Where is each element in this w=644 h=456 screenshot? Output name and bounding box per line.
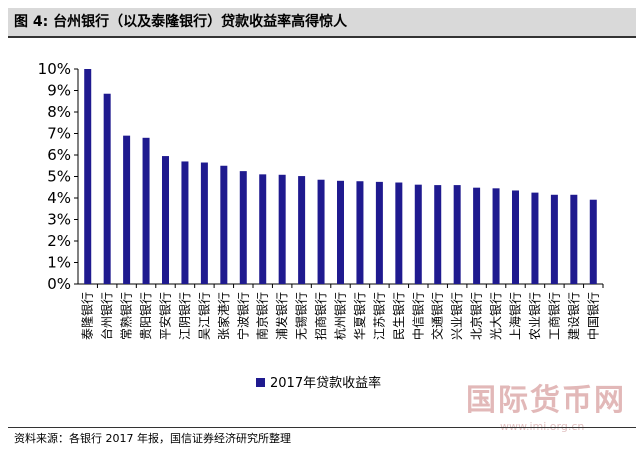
bar <box>317 179 325 284</box>
y-tick-label: 0% <box>47 275 71 293</box>
x-tick-label: 建设银行 <box>567 292 581 340</box>
legend-swatch <box>256 378 265 387</box>
bar <box>84 69 92 284</box>
y-tick-label: 2% <box>47 232 71 250</box>
x-tick-label: 农业银行 <box>528 292 542 340</box>
x-tick-label: 张家港行 <box>216 292 231 340</box>
x-tick-label: 交通银行 <box>430 292 445 340</box>
bar <box>531 192 539 284</box>
y-tick-label: 10% <box>38 60 71 78</box>
x-tick-label: 光大银行 <box>489 292 503 340</box>
bar <box>434 185 442 284</box>
bar <box>259 174 267 284</box>
bar <box>356 181 364 284</box>
watermark-logo: 国际货币网 <box>466 383 626 418</box>
bar <box>337 180 344 284</box>
x-tick-label: 江阴银行 <box>178 292 192 340</box>
x-tick-label: 吴江银行 <box>197 292 211 340</box>
y-tick-label: 1% <box>47 254 71 272</box>
bar <box>278 174 286 284</box>
x-tick-label: 江苏银行 <box>372 292 386 340</box>
x-tick-label: 中信银行 <box>410 292 425 340</box>
x-tick-label: 民生银行 <box>392 292 406 340</box>
x-tick-label: 常熟银行 <box>119 292 134 340</box>
x-tick-label: 台州银行 <box>99 292 114 340</box>
x-tick-label: 工商银行 <box>546 292 561 340</box>
bar <box>492 188 500 284</box>
bar <box>473 187 481 284</box>
legend-label: 2017年贷款收益率 <box>270 375 381 391</box>
bar <box>162 156 169 284</box>
footer-rule <box>8 427 636 428</box>
bar <box>570 194 578 284</box>
x-tick-label: 兴业银行 <box>450 292 464 340</box>
bar <box>589 199 597 284</box>
y-tick-label: 9% <box>47 82 71 100</box>
category-labels: 泰隆银行 台州银行 常熟银行 贵阳银行 平安银行 江阴银行 吴江银行 张家港行 宁波银行 南京银行… <box>80 284 604 340</box>
y-axis: 0% 1% 2% 3% 4% 5% 6% 7% 8% 9% 10% <box>38 60 603 293</box>
y-tick-label: 4% <box>47 189 71 207</box>
bar <box>200 162 208 284</box>
legend: 2017年贷款收益率 <box>256 375 381 391</box>
bar <box>414 184 422 284</box>
bar <box>375 181 383 284</box>
x-tick-label: 中国银行 <box>585 292 600 340</box>
x-tick-label: 贵阳银行 <box>139 292 153 340</box>
x-tick-label: 北京银行 <box>470 292 484 340</box>
y-tick-label: 6% <box>47 146 71 164</box>
title-rule <box>8 36 636 38</box>
bars <box>84 69 597 284</box>
bar <box>181 161 189 284</box>
x-tick-label: 泰隆银行 <box>80 292 95 340</box>
bar <box>239 171 247 284</box>
bar <box>103 93 111 284</box>
y-tick-label: 3% <box>47 211 71 229</box>
y-tick-label: 5% <box>47 168 71 186</box>
bar <box>142 137 150 284</box>
bar <box>298 176 306 284</box>
bar <box>550 194 558 284</box>
source-note: 资料来源：各银行 2017 年报，国信证券经济研究所整理 <box>14 432 291 445</box>
y-tick-label: 8% <box>47 103 71 121</box>
bar <box>395 182 403 284</box>
x-tick-label: 宁波银行 <box>235 292 250 340</box>
figure-title: 图 4: 台州银行（以及泰隆银行）贷款收益率高得惊人 <box>8 8 636 36</box>
bar <box>512 190 519 284</box>
watermark-url: www.imi.org.cn <box>500 420 585 433</box>
x-tick-label: 无锡银行 <box>294 292 309 340</box>
bar <box>453 185 461 284</box>
bar <box>220 165 228 284</box>
x-tick-label: 招商银行 <box>313 292 328 340</box>
x-tick-label: 上海银行 <box>508 292 523 340</box>
x-tick-label: 浦发银行 <box>274 292 289 340</box>
bar <box>123 135 131 284</box>
x-tick-label: 南京银行 <box>255 292 270 340</box>
y-tick-label: 7% <box>47 125 71 143</box>
x-tick-label: 杭州银行 <box>333 292 348 340</box>
x-tick-label: 平安银行 <box>158 292 173 340</box>
x-tick-label: 华夏银行 <box>353 292 367 340</box>
